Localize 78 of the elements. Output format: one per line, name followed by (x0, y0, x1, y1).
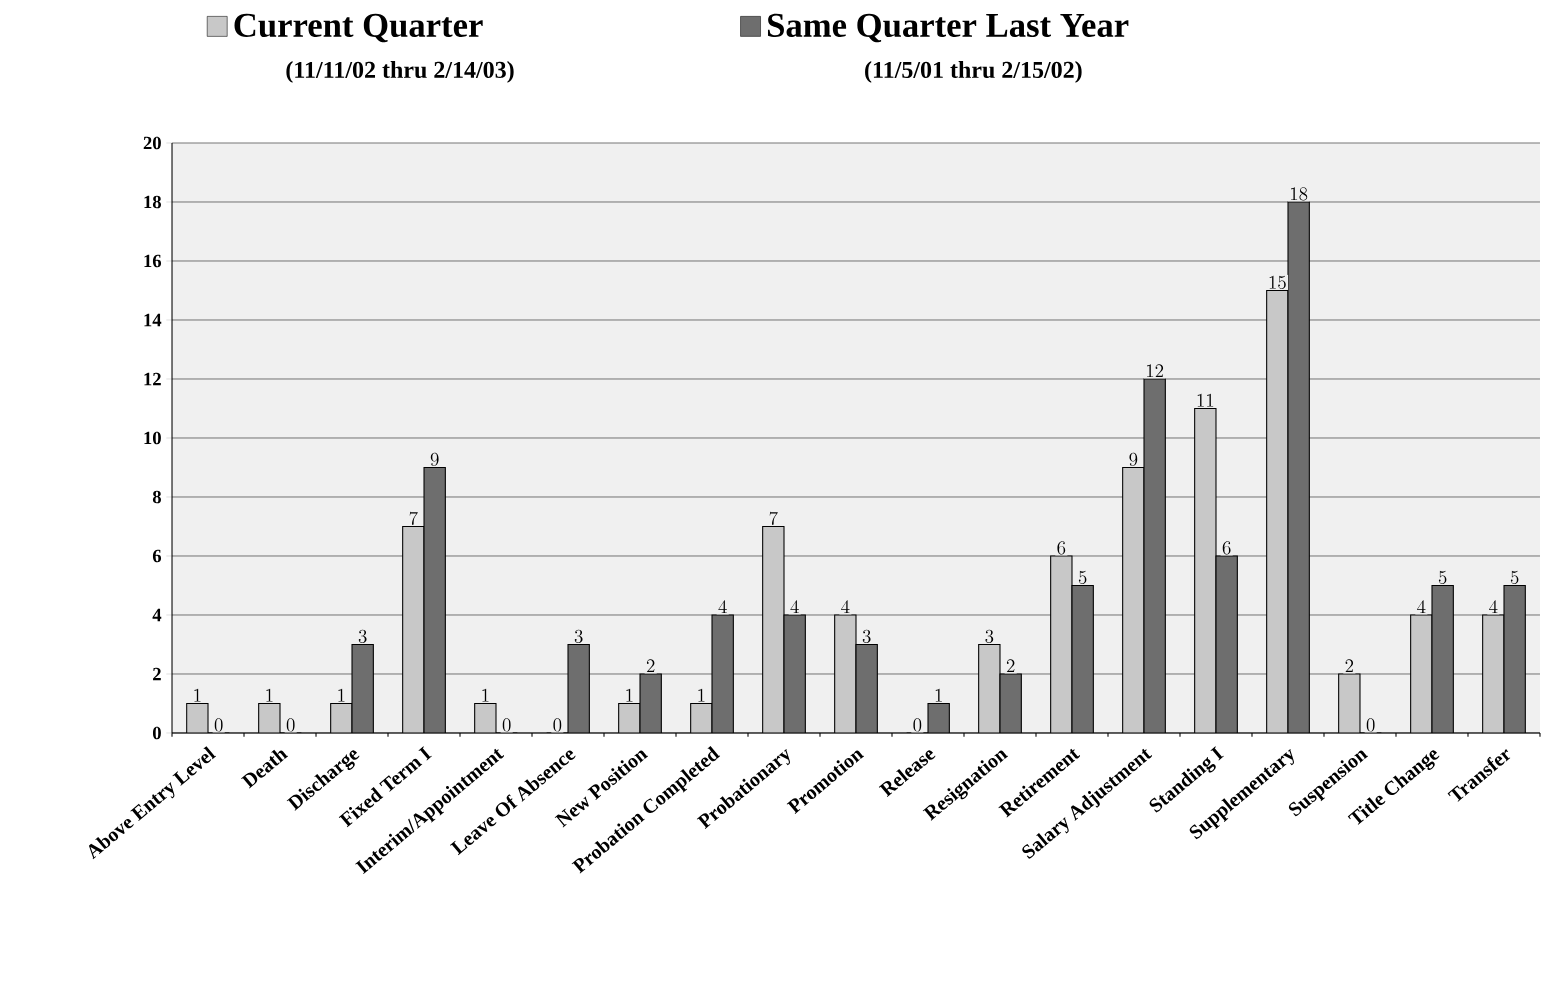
y-tick-label: 14 (144, 313, 162, 327)
data-label: 1 (482, 688, 489, 702)
y-tick-label: 4 (152, 608, 162, 622)
bar (1122, 467, 1144, 733)
bar (1050, 555, 1072, 733)
bar (834, 614, 856, 733)
y-tick-label: 12 (144, 372, 161, 386)
data-label: 0 (1366, 718, 1375, 732)
text: (11/11/02 thru 2/14/03) (286, 61, 514, 83)
data-label: 12 (1147, 364, 1164, 378)
y-tick-label: 2 (153, 667, 161, 681)
bar (1482, 614, 1505, 733)
data-label: 1 (338, 688, 345, 702)
data-label: 7 (409, 511, 418, 526)
data-label: 4 (1417, 600, 1426, 614)
data-label: 5 (1510, 570, 1519, 585)
data-label: 3 (574, 629, 583, 644)
data-label: 1 (935, 688, 942, 702)
y-tick-label: 6 (152, 549, 162, 563)
data-label: 0 (286, 718, 295, 732)
data-label: 1 (698, 688, 705, 702)
bar (978, 644, 1000, 733)
data-label: 5 (1078, 570, 1087, 585)
legend-label: Same Quarter Last Year (767, 13, 1129, 43)
bar (1431, 585, 1454, 733)
bar (1338, 673, 1360, 733)
bar (1000, 673, 1022, 733)
bar (1266, 290, 1288, 733)
data-label: 0 (502, 718, 511, 732)
data-label: 4 (790, 600, 799, 614)
data-label: 11 (1197, 393, 1214, 407)
bar (762, 526, 784, 733)
bar (640, 673, 662, 733)
data-label: 3 (358, 629, 367, 644)
y-tick-label: 16 (144, 254, 162, 268)
bar (1503, 584, 1526, 733)
data-label: 9 (430, 452, 439, 467)
data-label: 15 (1269, 275, 1286, 290)
y-tick-label: 0 (152, 726, 161, 740)
data-label: 1 (194, 688, 201, 702)
bar (402, 526, 425, 733)
bar (1072, 585, 1094, 733)
bar (856, 644, 878, 733)
data-label: 7 (769, 511, 778, 526)
bar (1216, 555, 1238, 733)
bar (424, 467, 446, 733)
bar (1287, 201, 1310, 733)
y-tick-label: 8 (152, 490, 161, 504)
data-label: 0 (214, 718, 223, 732)
data-label: 4 (1489, 600, 1498, 614)
data-label: 3 (862, 629, 871, 644)
bar (1410, 614, 1432, 733)
data-label: 9 (1129, 452, 1138, 467)
bar (712, 614, 734, 733)
y-tick-label: 20 (143, 136, 161, 150)
bar (1194, 408, 1216, 733)
bar (784, 614, 806, 733)
data-label: 5 (1438, 570, 1447, 585)
data-label: 18 (1291, 187, 1308, 201)
legend-label: Current Quarter (234, 13, 483, 43)
data-label: 4 (718, 600, 727, 614)
bar (1144, 378, 1166, 733)
data-label: 0 (913, 718, 922, 732)
data-label: 2 (1345, 659, 1354, 673)
data-label: 6 (1222, 541, 1231, 555)
data-label: 3 (985, 629, 994, 644)
y-tick-label: 18 (144, 195, 161, 209)
text: (11/5/01 thru 2/15/02) (865, 61, 1082, 83)
bar (568, 644, 590, 733)
bar (352, 644, 374, 733)
data-label: 4 (841, 600, 850, 614)
data-label: 1 (266, 688, 273, 702)
y-tick-label: 10 (144, 431, 161, 445)
data-label: 2 (646, 659, 655, 673)
data-label: 2 (1006, 659, 1015, 673)
data-label: 6 (1057, 541, 1066, 555)
data-label: 1 (626, 688, 633, 702)
data-label: 0 (553, 718, 562, 732)
